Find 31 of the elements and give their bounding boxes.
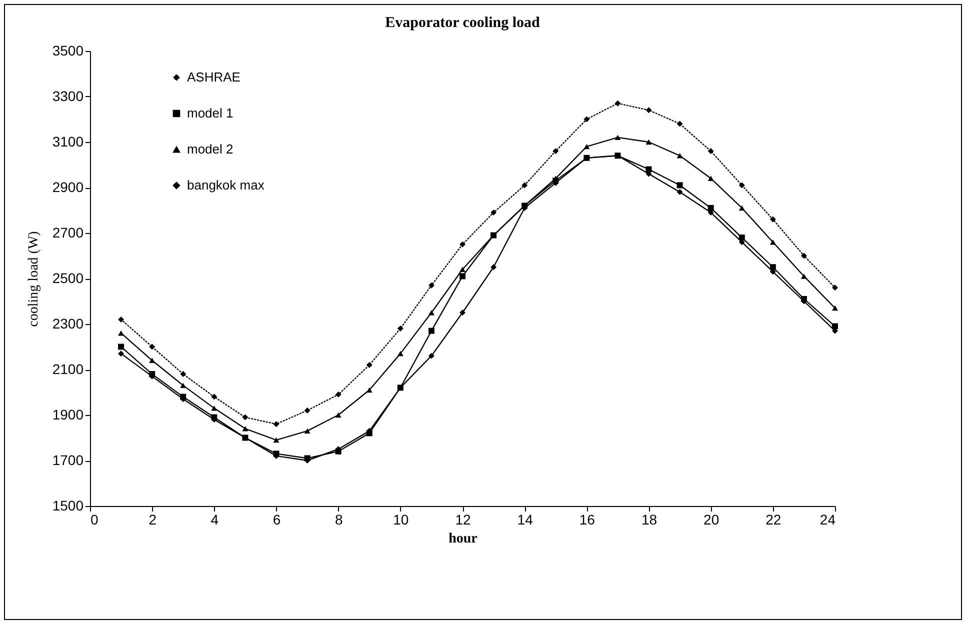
y-tick-label: 1700	[52, 452, 84, 468]
x-tick-label: 16	[579, 512, 596, 528]
x-tick-label: 10	[393, 512, 409, 528]
y-tick-label: 1500	[52, 498, 84, 514]
x-axis-title: hour	[448, 532, 478, 546]
y-tick-label: 3300	[52, 88, 84, 104]
x-tick-label: 22	[766, 512, 782, 528]
y-tick-label: 3500	[52, 42, 84, 58]
legend-label: model 2	[187, 142, 234, 156]
x-tick-label: 8	[334, 512, 343, 528]
y-tick-label: 2500	[52, 270, 84, 286]
y-tick-label: 1900	[52, 406, 84, 422]
x-tick-label: 2	[148, 512, 157, 528]
legend-label: ASHRAE	[187, 70, 241, 84]
x-tick-label: 4	[210, 512, 219, 528]
x-tick-label: 12	[455, 512, 471, 528]
x-tick-label: 20	[704, 512, 720, 528]
x-tick-label: 6	[272, 512, 281, 528]
x-tick-label: 0	[90, 512, 98, 528]
x-tick-label: 24	[820, 512, 836, 528]
legend-label: bangkok max	[187, 178, 265, 192]
y-tick-label: 2700	[52, 224, 84, 240]
y-tick-label: 3100	[52, 134, 84, 150]
x-tick-label: 14	[517, 512, 534, 528]
legend-label: model 1	[187, 106, 234, 120]
y-tick-label: 2300	[52, 316, 84, 332]
y-tick-label: 2100	[52, 361, 84, 377]
x-tick-label: 18	[641, 512, 658, 528]
y-tick-label: 2900	[52, 179, 84, 195]
chart-title: Evaporator cooling load	[385, 15, 541, 31]
y-axis-title: cooling load (W)	[26, 230, 42, 327]
